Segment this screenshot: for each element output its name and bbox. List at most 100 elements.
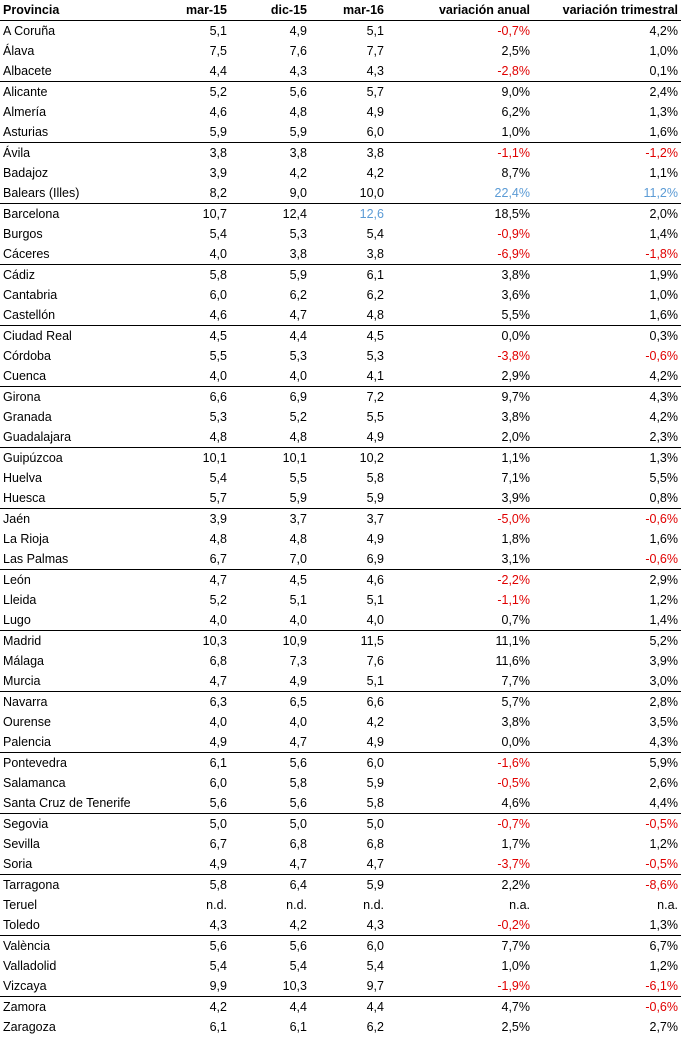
cell-variacion-trimestral: 2,4% <box>533 82 681 103</box>
cell-mar15: 4,0 <box>166 244 230 265</box>
cell-variacion-trimestral: -6,1% <box>533 976 681 997</box>
cell-mar16: 6,1 <box>310 265 387 286</box>
cell-dic15: 5,6 <box>230 82 310 103</box>
cell-dic15: 7,0 <box>230 549 310 570</box>
cell-variacion-anual: 7,7% <box>387 936 533 957</box>
cell-variacion-trimestral: 1,2% <box>533 956 681 976</box>
cell-dic15: 3,8 <box>230 244 310 265</box>
cell-variacion-anual: -1,6% <box>387 753 533 774</box>
cell-variacion-anual: 8,7% <box>387 163 533 183</box>
cell-dic15: 4,8 <box>230 427 310 448</box>
cell-dic15: 4,0 <box>230 366 310 387</box>
cell-mar16: 4,2 <box>310 163 387 183</box>
cell-provincia: Balears (Illes) <box>0 183 166 204</box>
cell-mar15: 5,3 <box>166 407 230 427</box>
cell-provincia: Ciudad Real <box>0 326 166 347</box>
cell-mar15: 5,9 <box>166 122 230 143</box>
cell-dic15: 4,7 <box>230 305 310 326</box>
cell-variacion-anual: -0,9% <box>387 224 533 244</box>
cell-dic15: 6,8 <box>230 834 310 854</box>
cell-provincia: Sevilla <box>0 834 166 854</box>
cell-mar15: 4,0 <box>166 366 230 387</box>
cell-variacion-anual: -1,9% <box>387 976 533 997</box>
cell-mar15: 4,8 <box>166 529 230 549</box>
cell-mar16: 10,2 <box>310 448 387 469</box>
cell-provincia: Almería <box>0 102 166 122</box>
cell-mar15: 10,3 <box>166 631 230 652</box>
cell-provincia: Pontevedra <box>0 753 166 774</box>
cell-mar16: 5,4 <box>310 956 387 976</box>
cell-provincia: Huelva <box>0 468 166 488</box>
cell-mar15: 6,1 <box>166 1017 230 1037</box>
cell-variacion-trimestral: 4,2% <box>533 21 681 42</box>
cell-dic15: 9,0 <box>230 183 310 204</box>
cell-variacion-trimestral: 1,6% <box>533 529 681 549</box>
cell-variacion-trimestral: n.a. <box>533 895 681 915</box>
cell-provincia: Lleida <box>0 590 166 610</box>
cell-mar16: 5,1 <box>310 671 387 692</box>
cell-mar16: 4,5 <box>310 326 387 347</box>
cell-dic15: 6,9 <box>230 387 310 408</box>
cell-dic15: 5,9 <box>230 488 310 509</box>
cell-mar16: 4,9 <box>310 732 387 753</box>
cell-provincia: Valladolid <box>0 956 166 976</box>
cell-mar16: 4,8 <box>310 305 387 326</box>
cell-mar16: 7,7 <box>310 41 387 61</box>
cell-mar16: 3,8 <box>310 244 387 265</box>
cell-dic15: 3,7 <box>230 509 310 530</box>
cell-variacion-trimestral: 4,2% <box>533 407 681 427</box>
cell-variacion-trimestral: 11,2% <box>533 183 681 204</box>
cell-variacion-anual: 7,7% <box>387 671 533 692</box>
cell-mar16: 5,5 <box>310 407 387 427</box>
cell-variacion-trimestral: 1,6% <box>533 305 681 326</box>
cell-mar15: 4,6 <box>166 102 230 122</box>
cell-dic15: 10,1 <box>230 448 310 469</box>
cell-provincia: Cuenca <box>0 366 166 387</box>
cell-mar16: 4,6 <box>310 570 387 591</box>
cell-dic15: 4,2 <box>230 915 310 936</box>
cell-dic15: 5,6 <box>230 793 310 814</box>
cell-variacion-trimestral: 1,2% <box>533 834 681 854</box>
cell-provincia: Guadalajara <box>0 427 166 448</box>
cell-dic15: n.d. <box>230 895 310 915</box>
cell-mar16: 6,0 <box>310 753 387 774</box>
cell-variacion-anual: -5,0% <box>387 509 533 530</box>
cell-variacion-trimestral: 5,5% <box>533 468 681 488</box>
cell-dic15: 4,0 <box>230 712 310 732</box>
cell-dic15: 5,9 <box>230 122 310 143</box>
cell-provincia: Huesca <box>0 488 166 509</box>
cell-dic15: 4,5 <box>230 570 310 591</box>
cell-variacion-anual: 2,0% <box>387 427 533 448</box>
cell-variacion-trimestral: -0,6% <box>533 549 681 570</box>
cell-provincia: Jaén <box>0 509 166 530</box>
cell-provincia: Córdoba <box>0 346 166 366</box>
cell-variacion-anual: 5,7% <box>387 692 533 713</box>
header-mar16: mar-16 <box>310 0 387 21</box>
cell-variacion-anual: 11,6% <box>387 651 533 671</box>
cell-variacion-anual: 11,1% <box>387 631 533 652</box>
cell-dic15: 6,1 <box>230 1017 310 1037</box>
cell-mar16: 4,7 <box>310 854 387 875</box>
cell-mar15: 5,8 <box>166 875 230 896</box>
cell-variacion-trimestral: 1,3% <box>533 448 681 469</box>
cell-provincia: Granada <box>0 407 166 427</box>
